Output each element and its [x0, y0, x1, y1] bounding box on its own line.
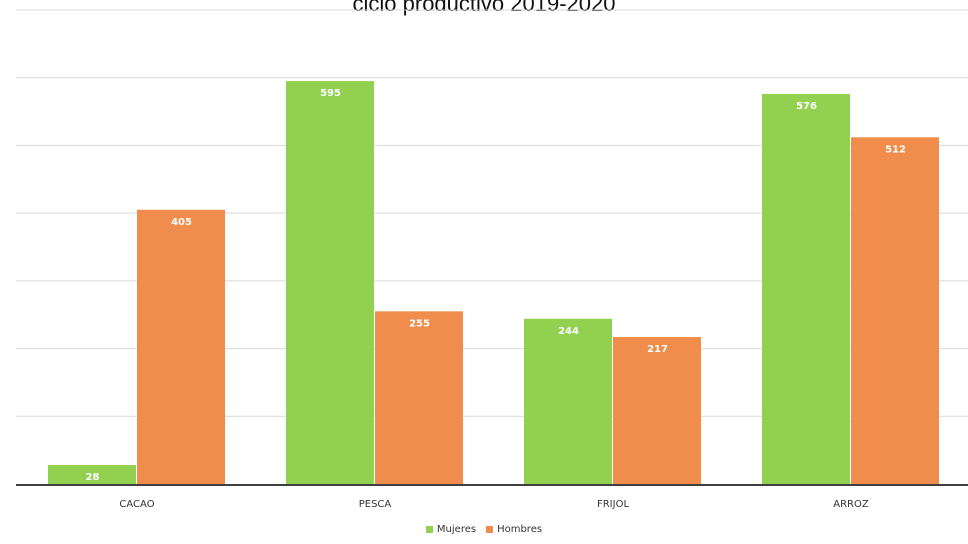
bar-pesca-series-2: [375, 311, 463, 484]
data-label: 512: [885, 144, 906, 155]
bar-cacao-series-1: [48, 465, 136, 484]
legend-swatch-series-1: [425, 526, 433, 533]
legend-swatch-series-2: [486, 526, 494, 533]
bar-cacao-series-2: [137, 209, 225, 484]
data-label: 255: [409, 318, 430, 329]
data-label: 405: [171, 217, 192, 228]
legend-item-series-2: Hombres: [486, 524, 542, 535]
x-tick-label: CACAO: [119, 499, 154, 510]
bar-frijol-series-2: [613, 337, 701, 484]
bar-arroz-series-2: [851, 137, 939, 484]
data-label: 595: [320, 88, 341, 99]
legend: Mujeres Hombres: [0, 524, 968, 535]
bar-frijol-series-1: [524, 318, 612, 484]
x-tick-label: FRIJOL: [597, 499, 629, 510]
x-tick-label: PESCA: [359, 499, 392, 510]
bar-pesca-series-1: [286, 81, 374, 484]
legend-label-series-2: Hombres: [497, 524, 543, 535]
bar-arroz-series-1: [762, 93, 850, 485]
data-label: 28: [86, 472, 100, 483]
chart-title: ciclo productivo 2019-2020: [352, 0, 616, 16]
data-label: 217: [647, 344, 668, 355]
x-axis: CACAO PESCA FRIJOL ARROZ: [16, 484, 968, 510]
x-tick-label: ARROZ: [833, 499, 869, 510]
data-label: 576: [796, 101, 817, 112]
legend-item-series-1: Mujeres: [425, 524, 477, 535]
bars: 28 405 595 255 244 217 576 512: [48, 81, 939, 485]
data-label: 244: [558, 326, 579, 337]
legend-label-series-1: Mujeres: [436, 524, 477, 535]
